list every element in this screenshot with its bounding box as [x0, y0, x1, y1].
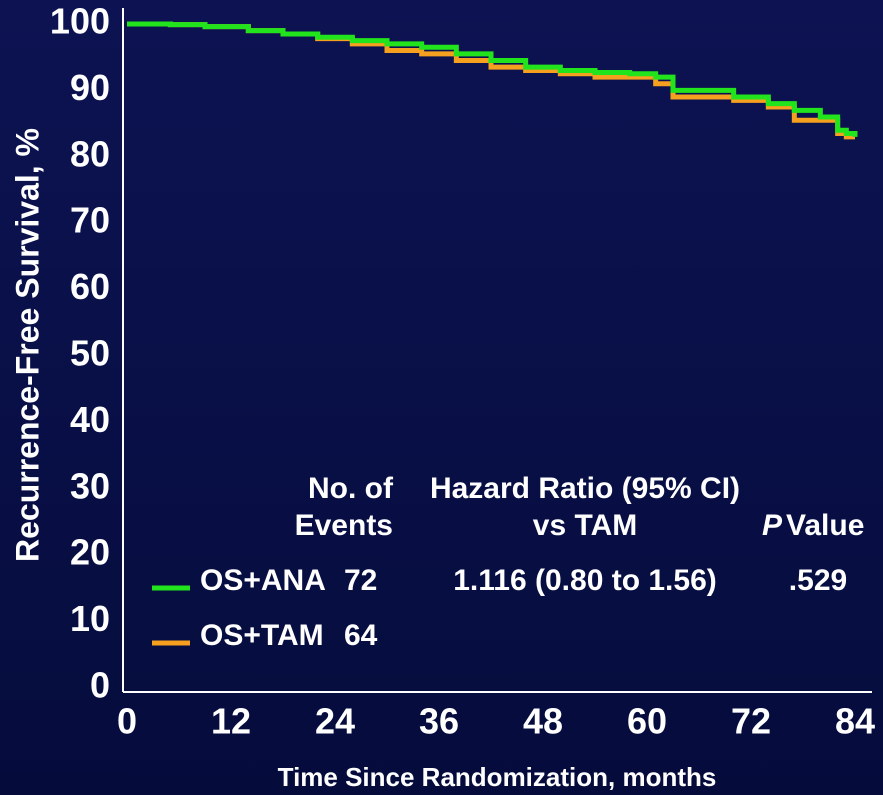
x-tick-label: 12: [211, 701, 251, 742]
y-tick-label: 80: [70, 133, 110, 174]
y-tick-label: 90: [70, 67, 110, 108]
y-tick-label: 20: [70, 532, 110, 573]
y-axis-label: Recurrence-Free Survival, %: [9, 128, 45, 562]
legend-label: OS+TAM: [200, 619, 324, 652]
events: 64: [344, 619, 378, 652]
hazard-header: vs TAM: [533, 509, 637, 542]
y-tick-label: 10: [70, 598, 110, 639]
events: 72: [344, 564, 377, 597]
y-tick-label: 70: [70, 200, 110, 241]
x-tick-label: 36: [419, 701, 459, 742]
y-tick-label: 40: [70, 399, 110, 440]
events-header: Events: [295, 509, 393, 542]
y-tick-label: 0: [90, 665, 110, 706]
hazard-header: Hazard Ratio (95% CI): [430, 472, 740, 505]
events-header: No. of: [308, 472, 394, 505]
y-tick-label: 100: [50, 1, 110, 42]
x-tick-label: 24: [315, 701, 355, 742]
x-tick-label: 84: [835, 701, 875, 742]
x-tick-label: 72: [731, 701, 771, 742]
y-tick-label: 50: [70, 333, 110, 374]
x-axis-label: Time Since Randomization, months: [278, 762, 717, 792]
x-tick-label: 60: [627, 701, 667, 742]
y-tick-label: 60: [70, 266, 110, 307]
p-header: Value: [786, 509, 864, 542]
p-value: .529: [789, 564, 847, 597]
x-tick-label: 0: [117, 701, 137, 742]
y-tick-label: 30: [70, 465, 110, 506]
survival-curve: [127, 21, 858, 137]
x-tick-label: 48: [523, 701, 563, 742]
hazard-ratio: 1.116 (0.80 to 1.56): [453, 564, 717, 597]
p-header: P: [762, 509, 783, 542]
legend-label: OS+ANA: [200, 564, 326, 597]
